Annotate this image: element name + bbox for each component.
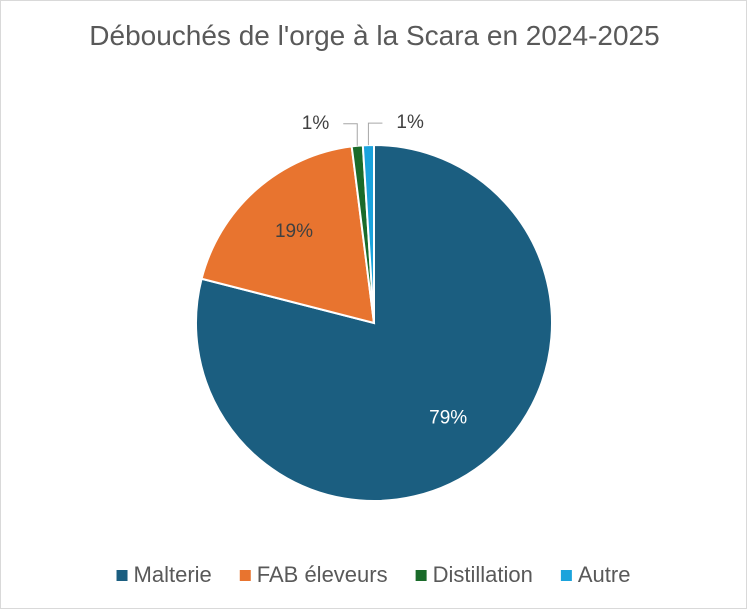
legend-label: Autre — [578, 562, 631, 587]
leader-line — [343, 123, 358, 146]
legend-swatch — [116, 570, 128, 581]
leader-line — [367, 122, 383, 146]
legend-label: FAB éleveurs — [257, 562, 388, 587]
data-label: 1% — [302, 113, 330, 134]
data-label: 1% — [396, 112, 424, 133]
chart-title: Débouchés de l'orge à la Scara en 2024-2… — [89, 20, 660, 51]
legend-label: Malterie — [134, 562, 212, 587]
legend-label: Distillation — [433, 562, 533, 587]
legend-swatch — [415, 570, 427, 581]
data-label: 79% — [429, 408, 467, 429]
legend-swatch — [560, 570, 572, 581]
pie-slice — [200, 145, 376, 325]
pie-slice — [195, 143, 553, 502]
data-label: 19% — [275, 221, 313, 242]
legend-swatch — [239, 570, 251, 581]
